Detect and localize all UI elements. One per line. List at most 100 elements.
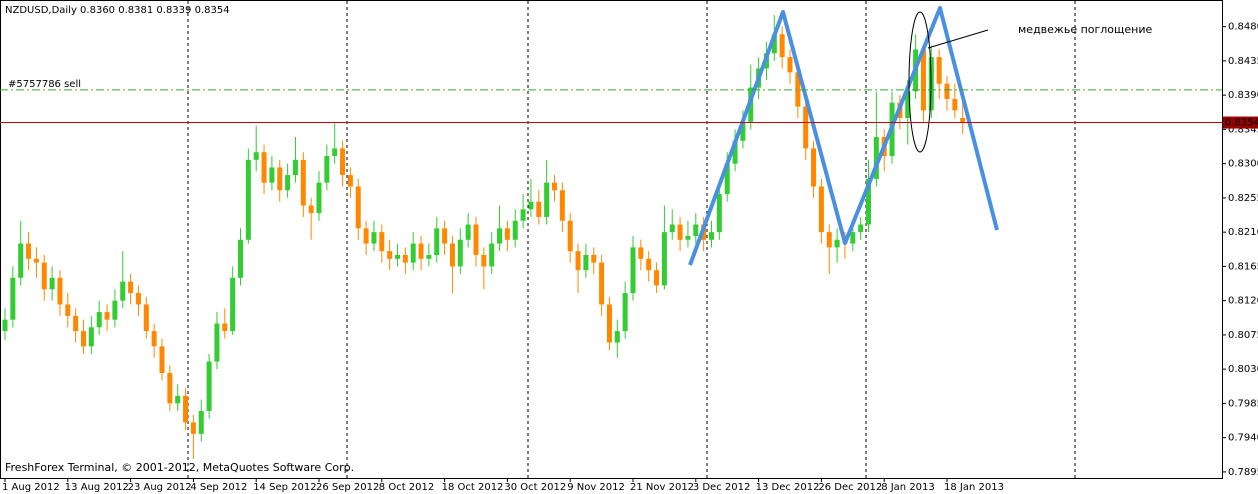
y-tick-label: 0.7985 bbox=[1228, 398, 1258, 409]
candle-body bbox=[583, 254, 589, 271]
candle-body bbox=[198, 411, 204, 434]
candle-body bbox=[324, 156, 330, 183]
candle-body bbox=[316, 182, 322, 214]
candle-body bbox=[599, 262, 605, 305]
candle-body bbox=[73, 315, 79, 332]
candle-body bbox=[606, 304, 612, 343]
candle-body bbox=[33, 258, 39, 263]
candle-body bbox=[536, 201, 542, 217]
candle-body bbox=[834, 239, 840, 248]
candle-body bbox=[347, 175, 353, 187]
y-tick-label: 0.8075 bbox=[1228, 330, 1258, 341]
y-tick-label: 0.8255 bbox=[1228, 193, 1258, 204]
chart-header: NZDUSD,Daily 0.8360 0.8381 0.8339 0.8354 bbox=[5, 5, 230, 16]
x-tick-label: 26 Sep 2012 bbox=[316, 482, 379, 493]
candle-body bbox=[292, 159, 298, 176]
candle-body bbox=[18, 243, 24, 278]
candle-body bbox=[567, 220, 573, 252]
candle-body bbox=[771, 34, 777, 54]
candle-body bbox=[818, 186, 824, 233]
candle-body bbox=[88, 327, 94, 347]
candle-body bbox=[481, 254, 487, 267]
candle-body bbox=[709, 232, 714, 240]
candle-body bbox=[952, 98, 958, 111]
candle-body bbox=[206, 361, 212, 412]
candle-body bbox=[826, 232, 832, 248]
candle-body bbox=[661, 232, 667, 286]
candle-body bbox=[395, 254, 400, 259]
candle-body bbox=[473, 224, 479, 255]
candle-body bbox=[465, 224, 471, 240]
candle-body bbox=[379, 232, 385, 252]
candle-body bbox=[512, 220, 518, 240]
candle-body bbox=[363, 228, 369, 244]
candle-body bbox=[387, 251, 393, 259]
candle-body bbox=[552, 182, 557, 191]
x-tick-label: 8 Oct 2012 bbox=[379, 482, 434, 493]
candle-body bbox=[214, 323, 220, 362]
annotation: медвежье поглощение bbox=[1018, 23, 1153, 36]
x-tick-label: 14 Sep 2012 bbox=[253, 482, 316, 493]
candle-body bbox=[622, 293, 628, 332]
candle-body bbox=[426, 254, 432, 259]
candle-body bbox=[489, 243, 495, 267]
candle-body bbox=[685, 235, 691, 240]
candle-body bbox=[128, 281, 134, 294]
candle-body bbox=[104, 312, 110, 320]
x-tick-label: 30 Oct 2012 bbox=[504, 482, 566, 493]
candle-body bbox=[677, 224, 683, 240]
x-tick-label: 21 Nov 2012 bbox=[630, 482, 694, 493]
x-tick-label: 18 Oct 2012 bbox=[442, 482, 504, 493]
candle-body bbox=[10, 277, 16, 320]
candle-body bbox=[858, 224, 864, 233]
candle-body bbox=[26, 243, 32, 259]
candle-body bbox=[646, 258, 652, 271]
candle-body bbox=[803, 106, 809, 149]
candle-body bbox=[277, 167, 283, 191]
candle-body bbox=[559, 190, 565, 221]
x-tick-label: 9 Nov 2012 bbox=[567, 482, 625, 493]
candle-body bbox=[402, 254, 408, 263]
x-tick-label: 13 Dec 2012 bbox=[756, 482, 820, 493]
candle-body bbox=[230, 277, 236, 332]
candle-body bbox=[905, 91, 911, 118]
candle-body bbox=[544, 182, 550, 217]
candle-body bbox=[724, 163, 730, 195]
candle-body bbox=[261, 152, 267, 183]
candle-body bbox=[920, 49, 926, 111]
copyright: FreshForex Terminal, © 2001-2012, MetaQu… bbox=[5, 461, 354, 474]
x-tick-label: 26 Dec 2012 bbox=[818, 482, 882, 493]
x-tick-label: 8 Jan 2013 bbox=[881, 482, 935, 493]
candle-body bbox=[190, 422, 196, 434]
candle-body bbox=[151, 331, 157, 347]
candle-body bbox=[811, 148, 817, 187]
candle-body bbox=[175, 395, 181, 404]
candle-body bbox=[575, 251, 581, 271]
candle-body bbox=[355, 186, 361, 229]
candle-body bbox=[285, 175, 291, 191]
candle-body bbox=[850, 232, 856, 244]
order-label: #5757786 sell bbox=[8, 79, 81, 90]
current-price-label: 0.8354 bbox=[1225, 118, 1258, 129]
candle-body bbox=[135, 293, 141, 305]
candle-body bbox=[81, 331, 86, 347]
candle-body bbox=[120, 281, 126, 301]
pattern-lines bbox=[688, 6, 999, 266]
x-tick-label: 23 Aug 2012 bbox=[128, 482, 192, 493]
candle-body bbox=[873, 137, 879, 179]
candle-body bbox=[944, 83, 950, 99]
candle-body bbox=[238, 239, 243, 278]
candle-body bbox=[371, 232, 377, 244]
candle-body bbox=[669, 224, 675, 233]
candle-body bbox=[693, 224, 699, 236]
candle-body bbox=[300, 159, 306, 206]
candle-body bbox=[779, 34, 785, 58]
x-tick-label: 3 Dec 2012 bbox=[693, 482, 751, 493]
x-tick-label: 18 Jan 2013 bbox=[944, 482, 1004, 493]
candle-body bbox=[340, 148, 346, 176]
candle-body bbox=[253, 152, 259, 160]
candle-body bbox=[442, 228, 448, 244]
